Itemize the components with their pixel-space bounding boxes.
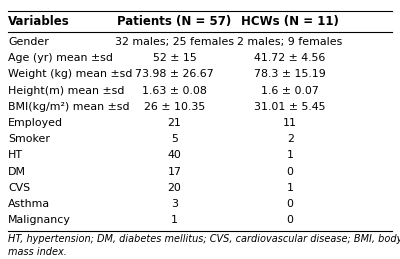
Text: DM: DM — [8, 167, 26, 177]
Text: Variables: Variables — [8, 15, 70, 28]
Text: 41.72 ± 4.56: 41.72 ± 4.56 — [254, 53, 326, 63]
Text: 2: 2 — [287, 134, 294, 144]
Text: 73.98 ± 26.67: 73.98 ± 26.67 — [135, 69, 214, 79]
Text: 0: 0 — [287, 167, 294, 177]
Text: 0: 0 — [287, 215, 294, 225]
Text: 26 ± 10.35: 26 ± 10.35 — [144, 102, 205, 112]
Text: 11: 11 — [283, 118, 297, 128]
Text: HT: HT — [8, 150, 23, 161]
Text: Patients (N = 57): Patients (N = 57) — [117, 15, 232, 28]
Text: 40: 40 — [168, 150, 182, 161]
Text: 1.63 ± 0.08: 1.63 ± 0.08 — [142, 85, 207, 96]
Text: 1: 1 — [287, 183, 294, 193]
Text: 20: 20 — [168, 183, 182, 193]
Text: Weight (kg) mean ±sd: Weight (kg) mean ±sd — [8, 69, 132, 79]
Text: Malignancy: Malignancy — [8, 215, 71, 225]
Text: Employed: Employed — [8, 118, 63, 128]
Text: Asthma: Asthma — [8, 199, 50, 209]
Text: Age (yr) mean ±sd: Age (yr) mean ±sd — [8, 53, 113, 63]
Text: 31.01 ± 5.45: 31.01 ± 5.45 — [254, 102, 326, 112]
Text: 3: 3 — [171, 199, 178, 209]
Text: 1: 1 — [287, 150, 294, 161]
Text: CVS: CVS — [8, 183, 30, 193]
Text: 2 males; 9 females: 2 males; 9 females — [238, 37, 343, 47]
Text: 0: 0 — [287, 199, 294, 209]
Text: Smoker: Smoker — [8, 134, 50, 144]
Text: 21: 21 — [168, 118, 182, 128]
Text: HCWs (N = 11): HCWs (N = 11) — [241, 15, 339, 28]
Text: BMI(kg/m²) mean ±sd: BMI(kg/m²) mean ±sd — [8, 102, 130, 112]
Text: 78.3 ± 15.19: 78.3 ± 15.19 — [254, 69, 326, 79]
Text: 32 males; 25 females: 32 males; 25 females — [115, 37, 234, 47]
Text: Gender: Gender — [8, 37, 49, 47]
Text: HT, hypertension; DM, diabetes mellitus; CVS, cardiovascular disease; BMI, body
: HT, hypertension; DM, diabetes mellitus;… — [8, 234, 400, 257]
Text: 52 ± 15: 52 ± 15 — [153, 53, 196, 63]
Text: 5: 5 — [171, 134, 178, 144]
Text: 1.6 ± 0.07: 1.6 ± 0.07 — [261, 85, 319, 96]
Text: Height(m) mean ±sd: Height(m) mean ±sd — [8, 85, 124, 96]
Text: 1: 1 — [171, 215, 178, 225]
Text: 17: 17 — [168, 167, 182, 177]
